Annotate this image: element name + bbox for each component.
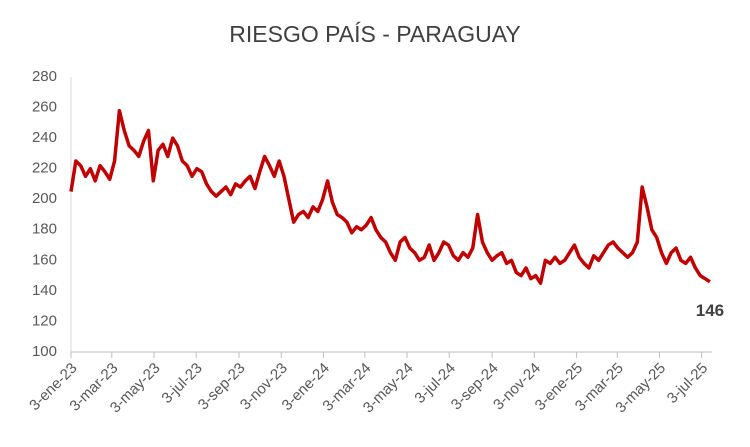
y-tick-label: 140 bbox=[32, 282, 57, 299]
y-tick-label: 280 bbox=[32, 68, 57, 85]
y-tick-label: 120 bbox=[32, 312, 57, 329]
y-tick-label: 100 bbox=[32, 343, 57, 360]
y-tick-label: 200 bbox=[32, 190, 57, 207]
data-label: 146 bbox=[696, 301, 724, 320]
chart-title: RIESGO PAÍS - PARAGUAY bbox=[229, 21, 520, 47]
y-tick-label: 260 bbox=[32, 99, 57, 116]
y-tick-label: 160 bbox=[32, 251, 57, 268]
x-tick-label: 3-jul-25 bbox=[664, 360, 711, 407]
line-series bbox=[69, 108, 711, 285]
y-tick-label: 240 bbox=[32, 129, 57, 146]
y-tick-label: 180 bbox=[32, 221, 57, 238]
y-tick-label: 220 bbox=[32, 160, 57, 177]
